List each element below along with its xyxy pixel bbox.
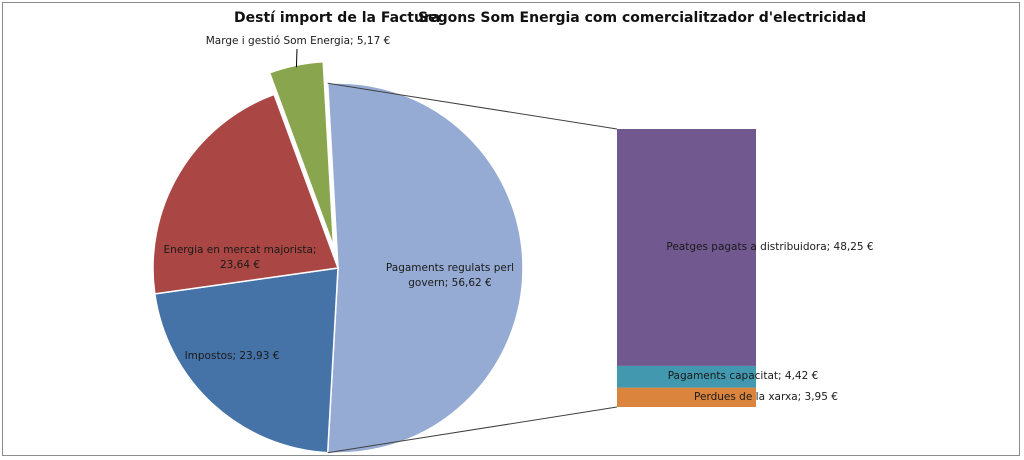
data-label: Marge i gestió Som Energia; 5,17 € — [205, 34, 391, 47]
data-label: Pagaments regulats perl govern; 56,62 € — [385, 262, 515, 289]
data-label: Peatges pagats a distribuidora; 48,25 € — [666, 240, 874, 253]
data-label: Perdues de la xarxa; 3,95 € — [694, 390, 838, 403]
bar-segment — [617, 129, 756, 366]
bar-segment — [617, 387, 756, 407]
pie-slice — [153, 267, 339, 454]
pie-slice — [326, 82, 524, 454]
data-label: Impostos; 23,93 € — [184, 349, 280, 362]
connector-line — [327, 406, 618, 454]
data-label: Pagaments capacitat; 4,42 € — [667, 370, 819, 383]
leader-line — [295, 48, 298, 68]
chart-title: Destí import de la Factura — [234, 10, 441, 26]
chart-subtitle: Segons Som Energia com comercialitzador … — [418, 10, 867, 26]
connector-line — [327, 82, 618, 130]
pie-slice — [152, 93, 340, 295]
bar-segment — [617, 365, 756, 388]
data-label: Energia en mercat majorista; 23,64 € — [163, 244, 317, 271]
